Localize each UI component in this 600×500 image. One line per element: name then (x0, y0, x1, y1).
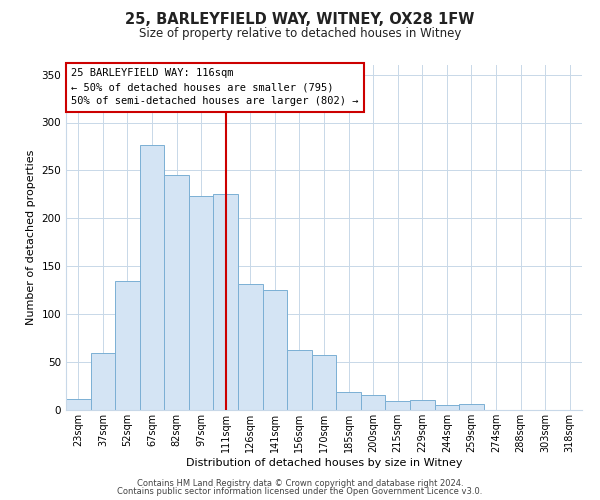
Bar (410, 400, 434, 410)
Text: Contains HM Land Registry data © Crown copyright and database right 2024.: Contains HM Land Registry data © Crown c… (137, 478, 463, 488)
Text: 25 BARLEYFIELD WAY: 116sqm
← 50% of detached houses are smaller (795)
50% of sem: 25 BARLEYFIELD WAY: 116sqm ← 50% of deta… (71, 68, 359, 106)
Bar (361, 394, 385, 410)
Text: Size of property relative to detached houses in Witney: Size of property relative to detached ho… (139, 28, 461, 40)
Y-axis label: Number of detached properties: Number of detached properties (26, 150, 36, 325)
X-axis label: Distribution of detached houses by size in Witney: Distribution of detached houses by size … (186, 458, 462, 468)
Bar (164, 175, 189, 410)
Bar (287, 350, 312, 410)
Bar (263, 290, 287, 410)
Bar (140, 144, 164, 410)
Bar (312, 356, 336, 410)
Text: 25, BARLEYFIELD WAY, WITNEY, OX28 1FW: 25, BARLEYFIELD WAY, WITNEY, OX28 1FW (125, 12, 475, 28)
Text: Contains public sector information licensed under the Open Government Licence v3: Contains public sector information licen… (118, 487, 482, 496)
Bar (189, 196, 214, 410)
Bar (459, 404, 484, 410)
Bar (66, 400, 91, 410)
Bar (214, 194, 238, 410)
Bar (115, 280, 140, 410)
Bar (336, 392, 361, 410)
Bar (238, 284, 263, 410)
Bar (385, 402, 410, 410)
Bar (91, 352, 115, 410)
Bar (434, 405, 459, 410)
